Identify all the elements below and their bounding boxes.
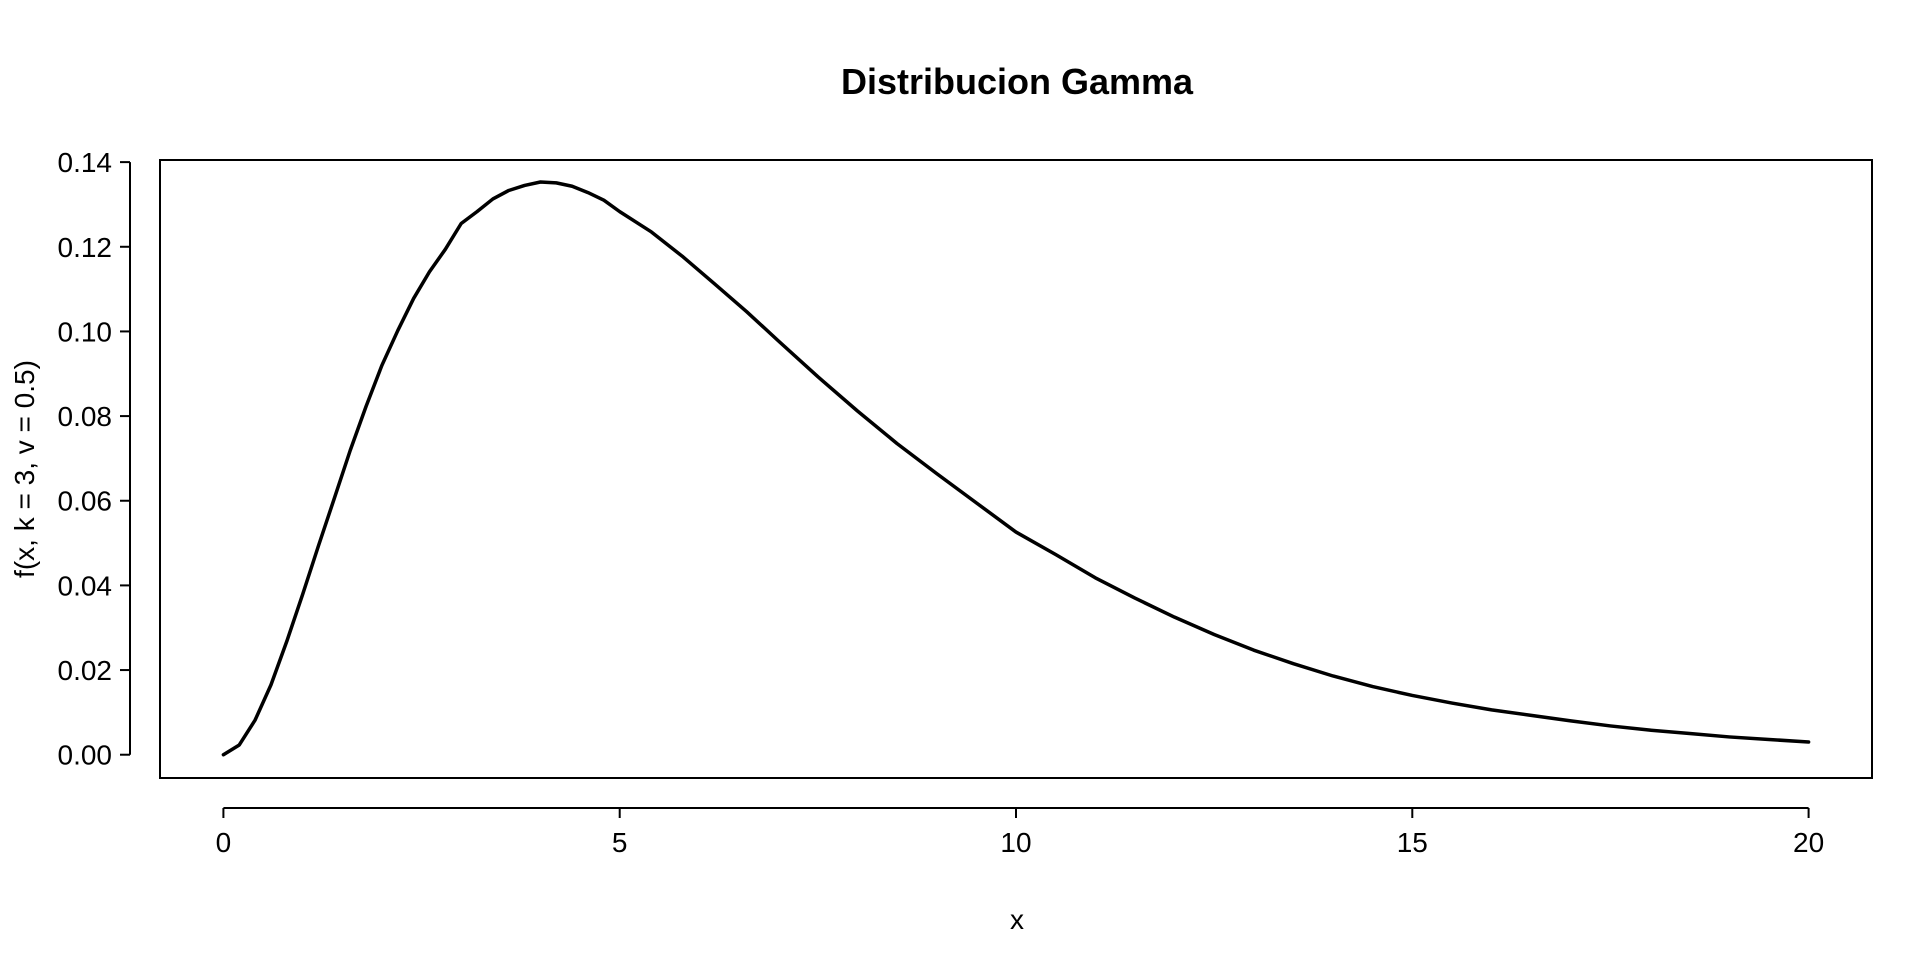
x-axis: 0 5 10 15 20 [216, 807, 1824, 858]
x-tick-label: 15 [1397, 827, 1428, 858]
y-tick-label: 0.10 [58, 316, 113, 347]
y-tick-label: 0.00 [58, 740, 113, 771]
gamma-density-line [221, 180, 1811, 757]
x-tick-label: 20 [1793, 827, 1824, 858]
x-axis-label: x [1010, 904, 1024, 935]
y-tick-label: 0.08 [58, 401, 113, 432]
x-tick-label: 10 [1000, 827, 1031, 858]
y-tick-label: 0.06 [58, 486, 113, 517]
y-tick-label: 0.04 [58, 570, 113, 601]
chart-title: Distribucion Gamma [841, 61, 1194, 102]
y-tick-label: 0.12 [58, 232, 113, 263]
y-axis: 0.00 0.02 0.04 0.06 0.08 0.10 0.12 0.14 [58, 147, 131, 771]
series-layer [221, 180, 1811, 757]
x-tick-label: 5 [612, 827, 628, 858]
y-tick-label: 0.02 [58, 655, 113, 686]
x-tick-label: 0 [216, 827, 232, 858]
plot-frame [159, 159, 1873, 779]
y-tick-label: 0.14 [58, 147, 113, 178]
y-axis-label: f(x, k = 3, v = 0.5) [9, 360, 40, 578]
